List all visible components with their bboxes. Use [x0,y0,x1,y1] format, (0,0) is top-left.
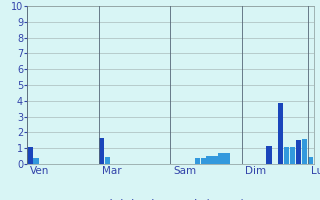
Bar [302,139,307,164]
Bar [219,153,224,164]
Text: Ven: Ven [30,166,50,176]
Bar [99,138,104,164]
Bar [284,147,289,164]
Bar [34,158,39,164]
Bar [296,140,301,164]
Bar [206,156,212,164]
Bar [28,147,33,164]
Bar [212,156,218,164]
Text: Lun: Lun [311,166,320,176]
Bar [224,153,230,164]
Text: Précipitations 24h ( mm ): Précipitations 24h ( mm ) [95,199,245,200]
Text: Dim: Dim [245,166,266,176]
Bar [201,158,206,164]
Text: Mar: Mar [102,166,121,176]
Bar [195,158,200,164]
Bar [266,146,272,164]
Text: Sam: Sam [173,166,196,176]
Bar [290,147,295,164]
Bar [105,157,110,164]
Bar [278,103,284,164]
Bar [308,157,313,164]
